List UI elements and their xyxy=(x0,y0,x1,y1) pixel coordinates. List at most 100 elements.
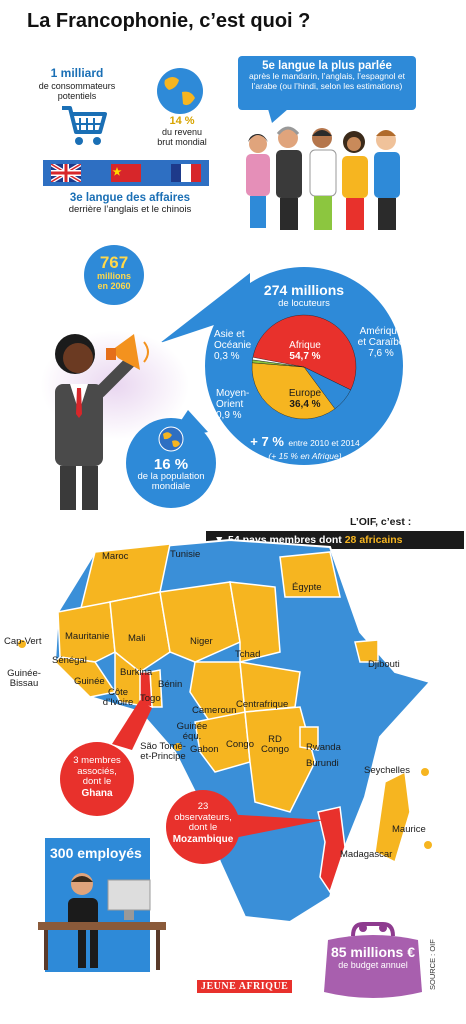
language-rank-detail: après le mandarin, l’anglais, l’espagnol… xyxy=(249,71,405,91)
observers-line2: dont le xyxy=(188,822,218,833)
speakers-pie-chart xyxy=(251,314,357,420)
income-value: 14 % xyxy=(169,115,195,127)
speakers-growth-africa: (+ 15 % en Afrique) xyxy=(268,451,342,461)
business-stat: 3e langue des affaires derrière l’anglai… xyxy=(30,192,230,215)
pie-label-asia-name: Asie et Océanie xyxy=(214,329,252,351)
speakers-growth-label: entre 2010 et 2014 xyxy=(288,438,360,448)
country-label: Guinée équ. xyxy=(176,721,208,742)
office-worker-illustration xyxy=(38,873,166,970)
country-label: Gabon xyxy=(190,744,219,755)
oif-intro: L’OIF, c’est : xyxy=(350,516,412,528)
consumers-stat: 1 milliard de consommateurs potentiels xyxy=(22,66,132,101)
pie-slice xyxy=(252,357,305,368)
projection-unit: millions xyxy=(96,271,131,281)
pie-label-africa: Afrique 54,7 % xyxy=(280,340,330,362)
man-megaphone-illustration xyxy=(55,334,136,510)
projection-value: 767 xyxy=(99,253,129,272)
income-label: du revenu brut mondial xyxy=(157,127,207,147)
country-label: Centrafrique xyxy=(236,699,289,710)
brand-logo: JEUNE AFRIQUE xyxy=(197,980,293,993)
pie-label-middle-east-value: 0,9 % xyxy=(216,410,242,421)
country-label: Togo xyxy=(140,693,161,704)
country-label: Madagascar xyxy=(340,849,393,860)
pie-label-europe-name: Europe xyxy=(288,388,322,399)
employees-count: 300 employés xyxy=(50,845,142,861)
population-value: 16 % xyxy=(153,456,189,473)
language-rank-headline: 5e langue la plus parlée xyxy=(262,60,392,72)
population-label: de la population mondiale xyxy=(137,471,205,492)
country-label: Rwanda xyxy=(306,742,341,753)
consumers-label: de consommateurs potentiels xyxy=(38,81,116,101)
megaphone-icon xyxy=(106,334,149,370)
france-flag-icon xyxy=(171,164,201,182)
africa-map xyxy=(18,538,432,924)
country-label: Djibouti xyxy=(368,659,400,670)
pie-label-africa-value: 54,7 % xyxy=(289,351,321,362)
projection-year: en 2060 xyxy=(97,281,131,291)
pie-slice xyxy=(252,314,357,391)
uk-flag-icon xyxy=(51,164,81,182)
speech-pointer xyxy=(268,109,288,123)
country-label: Niger xyxy=(190,636,213,647)
source-note: SOURCE : OIF xyxy=(428,939,437,990)
country-label: São Tomé-et-Principe xyxy=(140,741,186,762)
country-label: Maurice xyxy=(392,824,426,835)
globe-icon xyxy=(158,426,184,452)
page-title: La Francophonie, c’est quoi ? xyxy=(27,10,311,32)
oif-members-highlight: 28 africains xyxy=(344,534,403,546)
country-label: Mali xyxy=(128,633,146,644)
speakers-growth-block: + 7 % entre 2010 et 2014 (+ 15 % en Afri… xyxy=(230,433,380,461)
pie-label-america-name: Amérique et Caraïbe xyxy=(357,326,405,348)
observers-callout: 23 observateurs, dont le Mozambique xyxy=(166,790,240,864)
country-label: Tchad xyxy=(235,649,261,660)
china-flag-icon xyxy=(111,164,141,182)
associates-line2: dont le xyxy=(82,776,112,787)
consumers-value: 1 milliard xyxy=(50,66,104,80)
country-label: Seychelles xyxy=(364,765,410,776)
country-label: Congo xyxy=(226,739,254,750)
pie-slice xyxy=(251,362,336,420)
business-value: 3e langue des affaires xyxy=(69,192,191,204)
population-bubble: 16 % de la population mondiale xyxy=(126,418,216,508)
pie-label-africa-name: Afrique xyxy=(289,340,321,351)
speakers-total: 274 millions xyxy=(263,282,345,298)
pie-label-america-value: 7,6 % xyxy=(368,348,394,359)
observers-line1: 23 observateurs, xyxy=(174,801,232,823)
speakers-total-block: 274 millions de locuteurs xyxy=(222,282,386,309)
budget-value: 85 millions € xyxy=(330,944,416,960)
budget-stat: 85 millions € de budget annuel xyxy=(318,944,428,970)
business-label: derrière l’anglais et le chinois xyxy=(68,204,192,215)
country-label: Cap-Vert xyxy=(4,636,42,647)
country-label: RD Congo xyxy=(261,734,289,755)
observers-pointer xyxy=(224,814,324,838)
associates-callout: 3 membres associés, dont le Ghana xyxy=(60,742,134,816)
country-label: Guinée xyxy=(74,676,105,687)
pie-pointer xyxy=(160,273,250,343)
observers-country: Mozambique xyxy=(172,833,234,845)
country-label: Burundi xyxy=(306,758,339,769)
globe-icon xyxy=(157,68,203,114)
budget-label: de budget annuel xyxy=(338,960,408,970)
pie-label-middle-east-name: Moyen-Orient xyxy=(216,388,250,410)
speakers-growth: + 7 % xyxy=(250,434,284,449)
speakers-people-illustration xyxy=(246,126,400,230)
country-label: Burkina xyxy=(120,667,153,678)
country-label: Tunisie xyxy=(170,549,201,560)
country-label: Mauritanie xyxy=(65,631,110,642)
country-label: Maroc xyxy=(102,551,129,562)
pie-label-middle-east: Moyen-Orient 0,9 % xyxy=(216,388,258,421)
country-label: Sénégal xyxy=(52,655,87,666)
country-label: Guinée-Bissau xyxy=(7,668,41,689)
pie-label-asia: Asie et Océanie 0,3 % xyxy=(214,329,256,362)
purse-icon xyxy=(324,922,422,998)
pie-label-europe: Europe 36,4 % xyxy=(280,388,330,410)
associates-pointer xyxy=(112,700,152,750)
associates-line1: 3 membres associés, xyxy=(73,755,121,777)
pie-label-america: Amérique et Caraïbe 7,6 % xyxy=(355,326,407,359)
speakers-total-label: de locuteurs xyxy=(278,298,330,309)
country-label: Égypte xyxy=(292,582,322,593)
country-label: Cameroun xyxy=(192,705,237,716)
pie-label-asia-value: 0,3 % xyxy=(214,351,240,362)
associates-country: Ghana xyxy=(81,787,113,799)
income-stat: 14 % du revenu brut mondial xyxy=(152,115,212,147)
